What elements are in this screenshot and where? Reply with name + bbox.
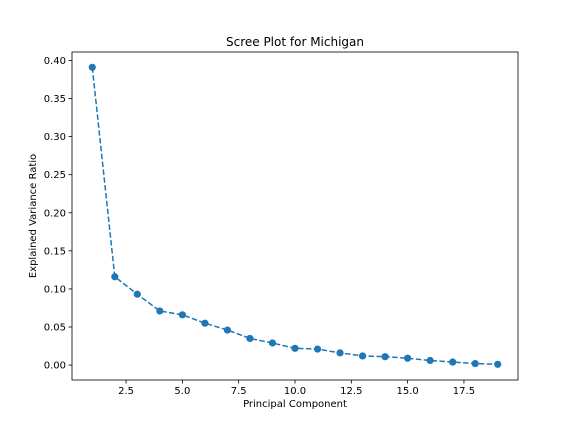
y-tick-label: 0.35 <box>44 94 66 105</box>
data-point <box>313 345 322 353</box>
chart-title: Scree Plot for Michigan <box>226 35 364 49</box>
y-tick-label: 0.30 <box>44 132 66 143</box>
x-axis-label: Principal Component <box>243 399 347 410</box>
y-axis-ticks: 0.00 0.05 0.10 0.15 0.20 0.25 0.30 0.35 0.40 <box>44 56 72 372</box>
x-tick-label: 12.5 <box>340 386 362 397</box>
data-point <box>494 360 502 368</box>
data-point <box>449 358 457 366</box>
y-tick-label: 0.10 <box>44 284 66 295</box>
data-point <box>471 359 479 368</box>
data-point <box>223 326 232 334</box>
data-point <box>246 334 254 343</box>
data-point <box>404 354 412 362</box>
y-tick-label: 0.25 <box>44 170 66 181</box>
data-point <box>88 63 96 71</box>
x-tick-label: 10.0 <box>284 386 306 397</box>
x-tick-label: 15.0 <box>396 386 418 397</box>
data-point <box>178 311 186 319</box>
data-point <box>133 290 141 298</box>
y-tick-label: 0.20 <box>44 208 66 219</box>
series-layer <box>88 63 502 368</box>
data-point <box>336 349 344 357</box>
data-point <box>201 319 209 327</box>
x-tick-label: 2.5 <box>118 386 134 397</box>
x-tick-label: 7.5 <box>231 386 247 397</box>
data-point <box>291 344 299 352</box>
axes-frame <box>71 51 519 381</box>
y-tick-label: 0.05 <box>44 322 66 333</box>
y-tick-label: 0.40 <box>44 56 66 67</box>
y-tick-label: 0.15 <box>44 246 66 257</box>
y-axis-label: Explained Variance Ratio <box>28 154 39 278</box>
data-point <box>156 307 164 315</box>
x-tick-label: 5.0 <box>174 386 190 397</box>
x-axis-ticks: 2.5 5.0 7.5 10.0 12.5 15.0 17.5 <box>118 380 475 397</box>
x-tick-label: 17.5 <box>453 386 475 397</box>
data-point <box>426 356 434 365</box>
data-point <box>268 339 277 347</box>
data-point <box>381 353 389 361</box>
data-point <box>358 352 367 360</box>
y-tick-label: 0.00 <box>44 361 66 372</box>
data-point <box>111 273 119 281</box>
